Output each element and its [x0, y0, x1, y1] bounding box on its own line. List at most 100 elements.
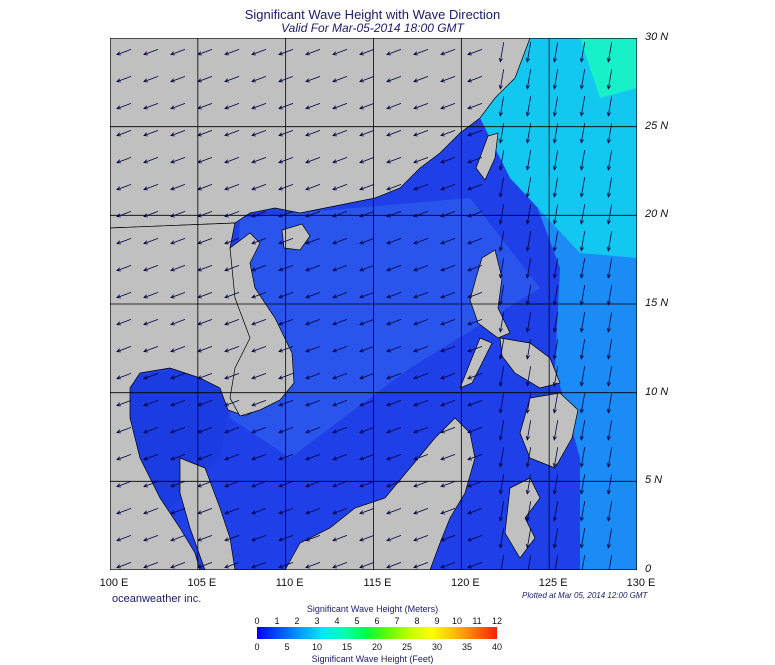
wave-arrow	[467, 508, 483, 515]
wave-arrow	[116, 535, 132, 542]
wave-arrow	[386, 103, 402, 110]
colorbar-feet-tick: 15	[341, 642, 352, 652]
colorbar	[257, 627, 497, 639]
wave-arrow	[116, 49, 132, 56]
wave-arrow	[170, 130, 186, 137]
wave-arrow	[467, 400, 483, 407]
wave-arrow	[332, 130, 348, 137]
wave-arrow	[413, 319, 429, 326]
wave-arrow	[608, 555, 613, 570]
wave-arrow	[386, 481, 402, 488]
wave-arrow	[359, 319, 375, 326]
wave-arrow	[143, 427, 159, 434]
wave-arrow	[413, 130, 429, 137]
wave-arrow	[525, 231, 532, 252]
wave-arrow	[525, 366, 532, 387]
wave-arrow	[498, 474, 505, 495]
wave-arrow	[525, 474, 532, 495]
land-borneo	[284, 417, 476, 570]
wave-arrow	[606, 150, 613, 171]
wave-arrow	[278, 373, 294, 380]
wave-arrow	[440, 535, 456, 542]
colorbar-meter-tick: 9	[434, 616, 440, 626]
wave-arrow	[332, 265, 348, 272]
wave-arrow	[305, 427, 321, 434]
wave-arrow	[606, 285, 613, 306]
wave-arrow	[278, 292, 294, 299]
wave-arrow	[606, 312, 613, 333]
wave-arrow	[143, 481, 159, 488]
wave-arrow	[170, 265, 186, 272]
wave-arrow	[224, 508, 240, 515]
wave-arrow	[278, 319, 294, 326]
wave-arrow	[224, 427, 240, 434]
wave-arrow	[500, 555, 505, 570]
wave-arrow	[467, 562, 483, 569]
wave-arrow	[498, 96, 505, 117]
wave-arrow	[359, 157, 375, 164]
colorbar-feet-tick: 10	[311, 642, 322, 652]
wave-arrow	[116, 103, 132, 110]
wave-arrow	[525, 204, 532, 225]
lon-label: 105 E	[187, 577, 217, 589]
wave-arrow	[498, 123, 505, 144]
wave-arrow	[332, 400, 348, 407]
wave-arrow	[197, 319, 213, 326]
wave-arrow	[579, 177, 586, 198]
wave-arrow	[332, 508, 348, 515]
wave-arrow	[359, 373, 375, 380]
wave-arrow	[498, 285, 505, 306]
wave-arrow	[143, 562, 159, 569]
wave-arrow	[305, 130, 321, 137]
wave-arrow	[498, 204, 505, 225]
wave-arrow	[579, 528, 586, 549]
wave-arrow	[359, 76, 375, 83]
wave-arrow	[278, 562, 294, 569]
wave-arrow	[251, 346, 267, 353]
wave-arrow	[251, 292, 267, 299]
wave-arrow	[143, 400, 159, 407]
wave-arrow	[552, 258, 559, 279]
wave-arrow	[579, 285, 586, 306]
wave-arrow	[359, 508, 375, 515]
wave-arrow	[359, 211, 375, 218]
wave-arrow	[143, 265, 159, 272]
wave-arrow	[143, 184, 159, 191]
wave-arrow	[197, 238, 213, 245]
colorbar-meter-tick: 2	[294, 616, 300, 626]
wave-arrow	[552, 123, 559, 144]
wave-arrow	[116, 562, 132, 569]
wave-arrow	[116, 400, 132, 407]
wave-arrow	[386, 184, 402, 191]
wave-arrow	[579, 420, 586, 441]
wave-arrow	[197, 49, 213, 56]
wave-arrow	[440, 130, 456, 137]
wave-arrow	[413, 292, 429, 299]
wave-arrow	[467, 238, 483, 245]
wave-arrow	[251, 103, 267, 110]
wave-arrow	[359, 481, 375, 488]
wave-arrow	[413, 265, 429, 272]
wave-arrow	[224, 211, 240, 218]
wave-arrow	[386, 454, 402, 461]
wave-arrow	[143, 103, 159, 110]
wave-arrow	[332, 49, 348, 56]
wave-arrow	[143, 454, 159, 461]
wave-arrow	[498, 501, 505, 522]
wave-arrow	[386, 346, 402, 353]
colorbar-feet-tick: 40	[491, 642, 502, 652]
wave-arrow	[170, 481, 186, 488]
wave-arrow	[143, 346, 159, 353]
wave-arrow	[170, 427, 186, 434]
wave-arrow	[552, 204, 559, 225]
wave-arrow	[170, 454, 186, 461]
wave-arrow	[386, 319, 402, 326]
lon-label: 115 E	[363, 577, 392, 589]
wave-arrow	[467, 454, 483, 461]
wave-arrow	[170, 238, 186, 245]
wave-arrow	[224, 76, 240, 83]
wave-arrow	[197, 400, 213, 407]
wave-arrow	[440, 454, 456, 461]
wave-arrow	[552, 447, 559, 468]
wave-arrow	[251, 238, 267, 245]
